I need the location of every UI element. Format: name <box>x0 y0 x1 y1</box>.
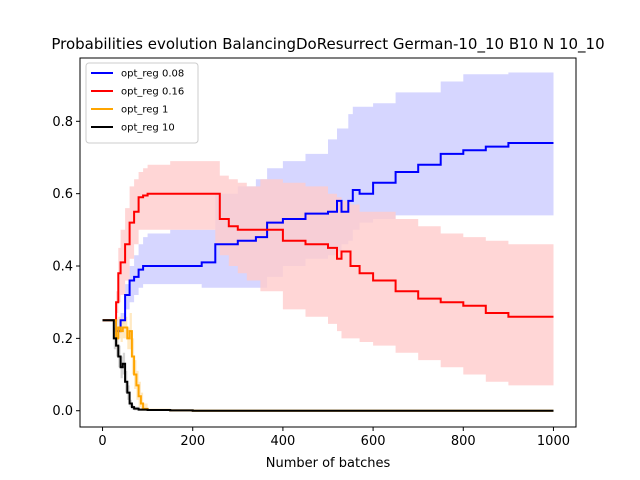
legend-label: opt_reg 0.16 <box>121 87 184 98</box>
x-axis-title: Number of batches <box>266 456 391 471</box>
legend-label: opt_reg 1 <box>121 105 168 116</box>
series-line-opt-reg-0-16 <box>102 192 554 322</box>
series-line-opt-reg-0-08 <box>102 142 554 333</box>
y-tick-label: 0.2 <box>52 332 73 347</box>
series-line-opt-reg-10 <box>102 319 554 412</box>
chart-title: Probabilities evolution BalancingDoResur… <box>51 35 604 54</box>
x-tick-label: 1000 <box>537 434 570 449</box>
legend-label: opt_reg 10 <box>121 123 175 134</box>
legend-label: opt_reg 0.08 <box>121 69 184 80</box>
y-tick-label: 0.6 <box>52 187 73 202</box>
x-tick-label: 400 <box>270 434 295 449</box>
y-tick-label: 0.8 <box>52 115 73 130</box>
x-tick-label: 200 <box>180 434 205 449</box>
x-tick-label: 0 <box>98 434 106 449</box>
y-tick-label: 0.0 <box>52 404 73 419</box>
x-axis: 0 200 400 600 800 1000 <box>98 427 570 449</box>
legend-box <box>85 62 199 144</box>
confidence-bands <box>102 72 554 411</box>
x-tick-label: 600 <box>361 434 386 449</box>
y-tick-label: 0.4 <box>52 260 73 275</box>
x-tick-label: 800 <box>451 434 476 449</box>
legend: opt_reg 0.08 opt_reg 0.16 opt_reg 1 opt_reg… <box>85 62 199 144</box>
plot-frame <box>79 57 577 428</box>
y-axis: 0.0 0.2 0.4 0.6 0.8 <box>52 115 80 419</box>
series-lines <box>102 142 554 412</box>
band-opt-reg-0-16 <box>102 161 554 389</box>
